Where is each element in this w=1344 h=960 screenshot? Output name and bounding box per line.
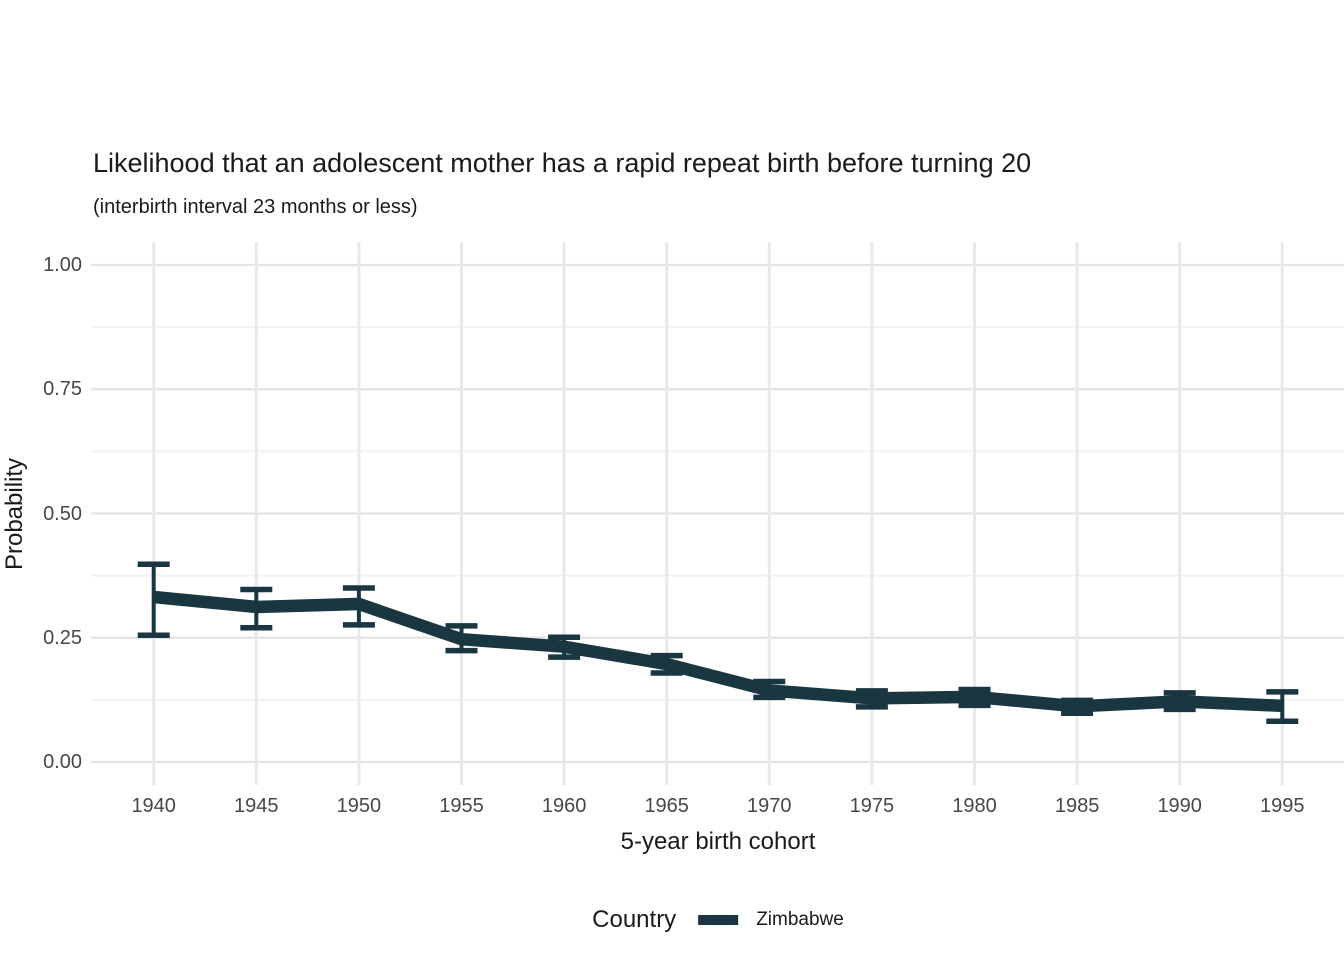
legend-label-zimbabwe: Zimbabwe [756,909,844,930]
x-tick-label-1950: 1950 [336,795,382,817]
x-tick-label-1990: 1990 [1157,795,1202,817]
legend-title: Country [592,906,677,933]
x-tick-label-1955: 1955 [439,795,484,817]
x-tick-label-1940: 1940 [131,795,176,817]
data-line-zimbabwe [153,590,1283,713]
x-tick-label-1960: 1960 [541,795,587,817]
chart-subtitle: (interbirth interval 23 months or less) [93,196,418,218]
legend: Country Zimbabwe [592,906,844,934]
x-tick-label-1995: 1995 [1260,795,1305,817]
y-tick-label-1.00: 1.00 [43,254,82,276]
x-tick-label-1975: 1975 [849,795,895,817]
x-tick-label-1970: 1970 [747,795,792,817]
x-tick-label-1965: 1965 [644,795,689,817]
x-tick-label-1980: 1980 [952,795,997,817]
y-tick-label-0.25: 0.25 [43,626,82,649]
x-tick-label-1985: 1985 [1054,795,1100,817]
y-tick-label-0.75: 0.75 [43,378,82,401]
y-tick-label-0.50: 0.50 [43,502,82,525]
chart-title: Likelihood that an adolescent mother has… [93,148,1032,178]
x-axis-title: 5-year birth cohort [620,828,816,855]
legend-line-swatch [698,915,739,925]
y-tick-label-0.00: 0.00 [43,751,82,773]
x-tick-label-1945: 1945 [234,795,279,817]
